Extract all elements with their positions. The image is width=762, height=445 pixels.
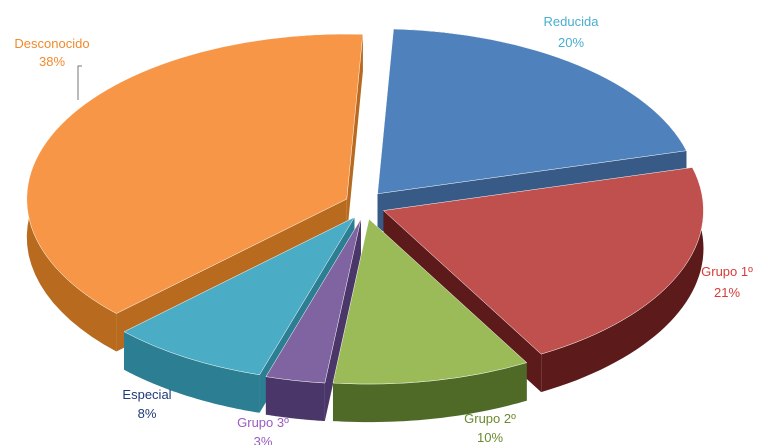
value-grupo3: 3% [254,434,273,445]
slice-especial [123,216,356,376]
leader-line [77,65,82,100]
value-desconocido: 38% [39,54,65,69]
slice-desconocido [26,33,364,314]
slice-side-grupo-1 [541,167,704,393]
label-desconocido: Desconocido [14,36,89,51]
slice-grupo-1 [382,167,704,355]
label-grupo3: Grupo 3º [237,415,289,430]
slice-side-grupo-2 [333,362,527,423]
label-grupo2: Grupo 2º [464,411,516,426]
value-grupo1: 21% [714,285,740,300]
label-reducida: Reducida [544,14,600,29]
label-especial: Especial [122,387,171,402]
value-reducida: 20% [558,35,584,50]
slice-grupo-2 [332,218,528,385]
label-grupo1: Grupo 1º [701,264,753,279]
slice-grupo-3 [265,218,362,384]
pie-tops [26,28,704,385]
slice-wall-desconocido-1 [346,34,363,238]
value-grupo2: 10% [477,430,503,445]
value-especial: 8% [138,406,157,421]
slice-reducida [377,28,687,195]
